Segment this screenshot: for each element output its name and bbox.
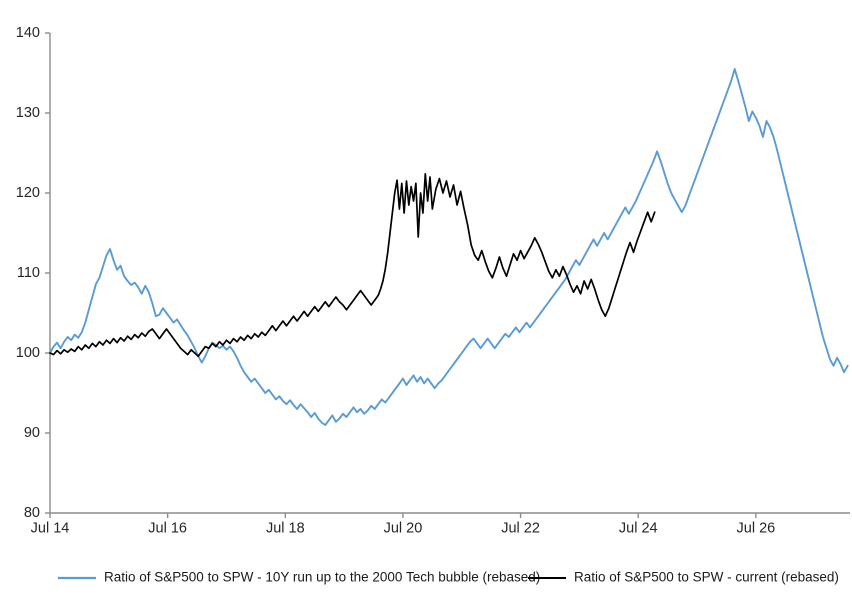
y-axis-tick-label: 120 (16, 185, 40, 201)
y-axis-tick-label: 90 (24, 425, 40, 441)
x-axis-tick-label: Jul 20 (384, 521, 423, 537)
x-axis-tick-label: Jul 16 (148, 521, 187, 537)
y-axis-tick-label: 140 (16, 25, 40, 41)
x-axis-tick-label: Jul 22 (501, 521, 540, 537)
series-line-1 (49, 68, 849, 426)
x-axis-tick-label: Jul 24 (619, 521, 658, 537)
y-axis: 80 90 100 110 120 130 140 (16, 25, 51, 521)
y-axis-tick-label: 80 (24, 505, 40, 521)
legend-label-2: Ratio of S&P500 to SPW - current (rebase… (574, 570, 839, 585)
y-axis-tick-label: 100 (16, 345, 40, 361)
x-axis: Jul 14 Jul 16 Jul 18 Jul 20 Jul 22 Jul 24 Jul … (31, 512, 850, 537)
chart-legend: Ratio of S&P500 to SPW - 10Y run up to t… (58, 570, 839, 585)
x-axis-tick-label: Jul 18 (266, 521, 305, 537)
series-lines (49, 68, 849, 426)
x-axis-tick-label: Jul 14 (31, 521, 70, 537)
x-axis-tick-label: Jul 26 (737, 521, 776, 537)
series-line-2 (49, 172, 656, 358)
y-axis-tick-label: 110 (17, 265, 40, 281)
y-axis-tick-label: 130 (16, 105, 40, 121)
legend-label-1: Ratio of S&P500 to SPW - 10Y run up to t… (104, 570, 540, 585)
